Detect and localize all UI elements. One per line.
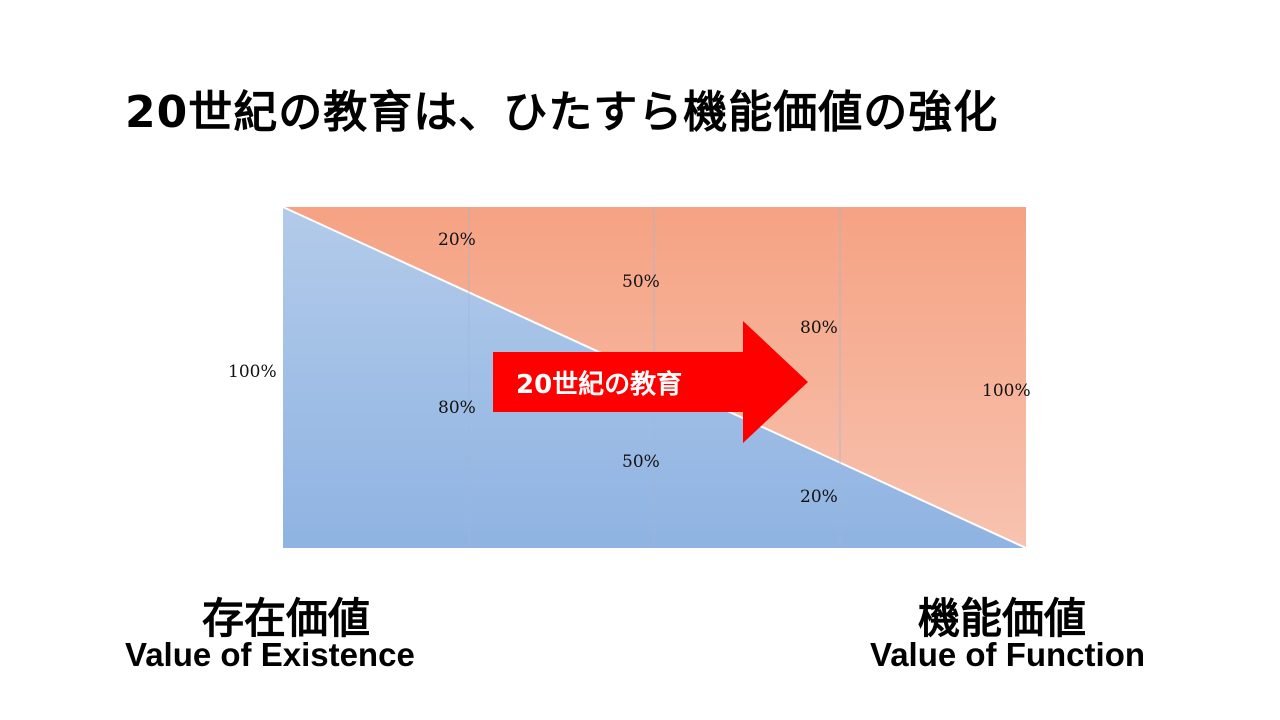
label-existence-start: 100%	[228, 362, 277, 382]
existence-value-title-en: Value of Existence	[125, 636, 415, 673]
label-col2-function: 50%	[622, 272, 660, 292]
label-function-end: 100%	[982, 381, 1031, 401]
slide-title: 20世紀の教育は、ひたすら機能価値の強化	[125, 87, 999, 138]
label-col2-existence: 50%	[622, 452, 660, 472]
education-arrow	[493, 321, 808, 443]
label-col1-function: 20%	[438, 230, 476, 250]
function-value-title-en: Value of Function	[870, 636, 1146, 673]
label-col3-function: 80%	[800, 318, 838, 338]
function-value-title-jp: 機能価値	[918, 594, 1087, 643]
arrow-label: 20世紀の教育	[516, 369, 682, 400]
label-col3-existence: 20%	[800, 487, 838, 507]
label-col1-existence: 80%	[438, 398, 476, 418]
existence-value-title-jp: 存在価値	[202, 594, 371, 643]
